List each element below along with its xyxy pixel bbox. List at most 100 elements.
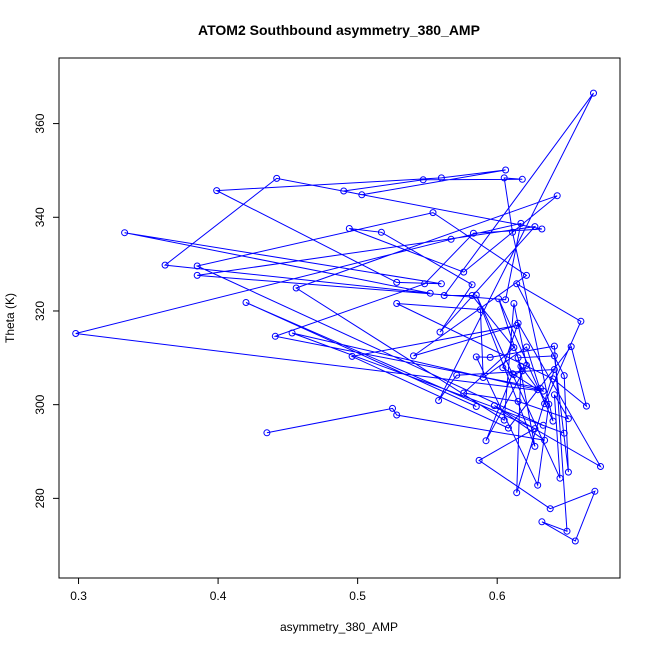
- data-point-99: [571, 537, 579, 545]
- data-point-65: [393, 300, 401, 307]
- data-point-76: [531, 442, 539, 450]
- data-point-49: [482, 437, 490, 445]
- y-axis: 280 300 320 340 360: [33, 113, 59, 508]
- data-point-44: [553, 192, 561, 200]
- data-point-7: [499, 364, 507, 372]
- data-point-94: [472, 353, 480, 361]
- data-point-9: [518, 367, 526, 375]
- data-point-46: [500, 416, 508, 424]
- chart-title: ATOM2 Southbound asymmetry_380_AMP: [198, 22, 480, 38]
- data-point-29: [421, 280, 429, 288]
- data-point-66: [476, 306, 484, 314]
- data-point-17: [358, 191, 366, 199]
- data-point-3: [541, 436, 549, 444]
- x-tick-label: 0.4: [210, 589, 227, 603]
- data-point-74: [550, 352, 558, 360]
- data-point-86: [590, 89, 597, 97]
- data-point-0: [263, 429, 271, 437]
- data-point-69: [541, 400, 549, 408]
- data-point-51: [534, 386, 542, 394]
- x-tick-label: 0.5: [349, 589, 366, 603]
- data-point-91: [517, 362, 525, 370]
- data-point-27: [538, 225, 546, 233]
- plot-frame: [58, 57, 621, 579]
- data-point-73: [564, 468, 572, 476]
- data-point-21: [393, 278, 401, 286]
- data-point-85: [440, 292, 448, 299]
- series-line: [75, 92, 602, 542]
- data-point-79: [550, 391, 558, 399]
- data-point-50: [509, 370, 516, 378]
- data-point-100: [591, 487, 599, 495]
- data-point-67: [479, 374, 487, 381]
- data-point-80: [564, 415, 572, 423]
- data-point-47: [510, 300, 518, 307]
- data-point-57: [523, 271, 530, 279]
- data-point-59: [513, 322, 521, 329]
- y-axis-label: Theta (K): [3, 293, 17, 343]
- data-point-101: [546, 505, 554, 513]
- y-tick-label: 300: [33, 394, 47, 414]
- data-point-42: [345, 225, 353, 232]
- data-point-4: [490, 402, 498, 410]
- data-point-56: [429, 209, 437, 217]
- data-point-36: [502, 296, 510, 304]
- data-point-96: [550, 342, 558, 350]
- data-point-60: [348, 352, 356, 360]
- data-point-33: [72, 330, 80, 337]
- data-point-23: [121, 229, 129, 237]
- data-point-12: [509, 228, 516, 236]
- data-point-72: [560, 372, 568, 380]
- data-point-104: [242, 299, 250, 306]
- data-point-37: [193, 271, 201, 279]
- y-tick-label: 340: [33, 207, 47, 227]
- data-point-18: [502, 166, 510, 174]
- data-point-58: [410, 352, 417, 360]
- data-point-11: [549, 417, 557, 425]
- data-point-97: [563, 527, 571, 535]
- data-point-13: [500, 174, 508, 182]
- data-point-83: [510, 344, 518, 351]
- data-point-89: [550, 366, 558, 373]
- data-point-41: [377, 228, 385, 236]
- data-point-1: [389, 404, 396, 412]
- data-point-64: [549, 375, 557, 383]
- x-tick-label: 0.6: [489, 589, 506, 603]
- y-tick-label: 320: [33, 301, 47, 321]
- data-point-15: [419, 176, 427, 184]
- y-tick-label: 360: [33, 113, 47, 133]
- data-point-75: [514, 354, 522, 362]
- data-point-93: [534, 481, 542, 489]
- data-point-24: [426, 289, 434, 297]
- data-point-30: [271, 332, 279, 340]
- data-point-84: [468, 292, 476, 299]
- data-point-43: [460, 268, 468, 276]
- data-point-28: [470, 229, 477, 237]
- data-point-87: [435, 397, 443, 404]
- x-tick-label: 0.3: [70, 589, 87, 603]
- data-point-10: [495, 295, 503, 303]
- data-point-19: [437, 174, 445, 182]
- data-point-103: [531, 425, 539, 433]
- data-point-71: [513, 280, 521, 288]
- y-tick-label: 280: [33, 488, 47, 508]
- data-point-105: [472, 403, 480, 410]
- data-point-82: [460, 389, 468, 397]
- data-point-16: [340, 187, 348, 195]
- data-point-98: [538, 518, 546, 526]
- data-point-45: [292, 284, 300, 292]
- x-axis-label: asymmetry_380_AMP: [280, 620, 398, 634]
- data-point-53: [560, 429, 568, 437]
- data-point-26: [273, 174, 281, 182]
- data-point-102: [475, 456, 483, 464]
- data-point-20: [213, 187, 221, 195]
- data-point-38: [531, 223, 539, 231]
- data-point-55: [193, 262, 201, 270]
- data-point-39: [436, 328, 444, 336]
- data-point-2: [393, 411, 401, 419]
- x-axis: 0.3 0.4 0.5 0.6: [70, 578, 506, 603]
- data-point-70: [577, 317, 585, 325]
- data-point-52: [288, 329, 296, 337]
- data-point-78: [556, 474, 564, 482]
